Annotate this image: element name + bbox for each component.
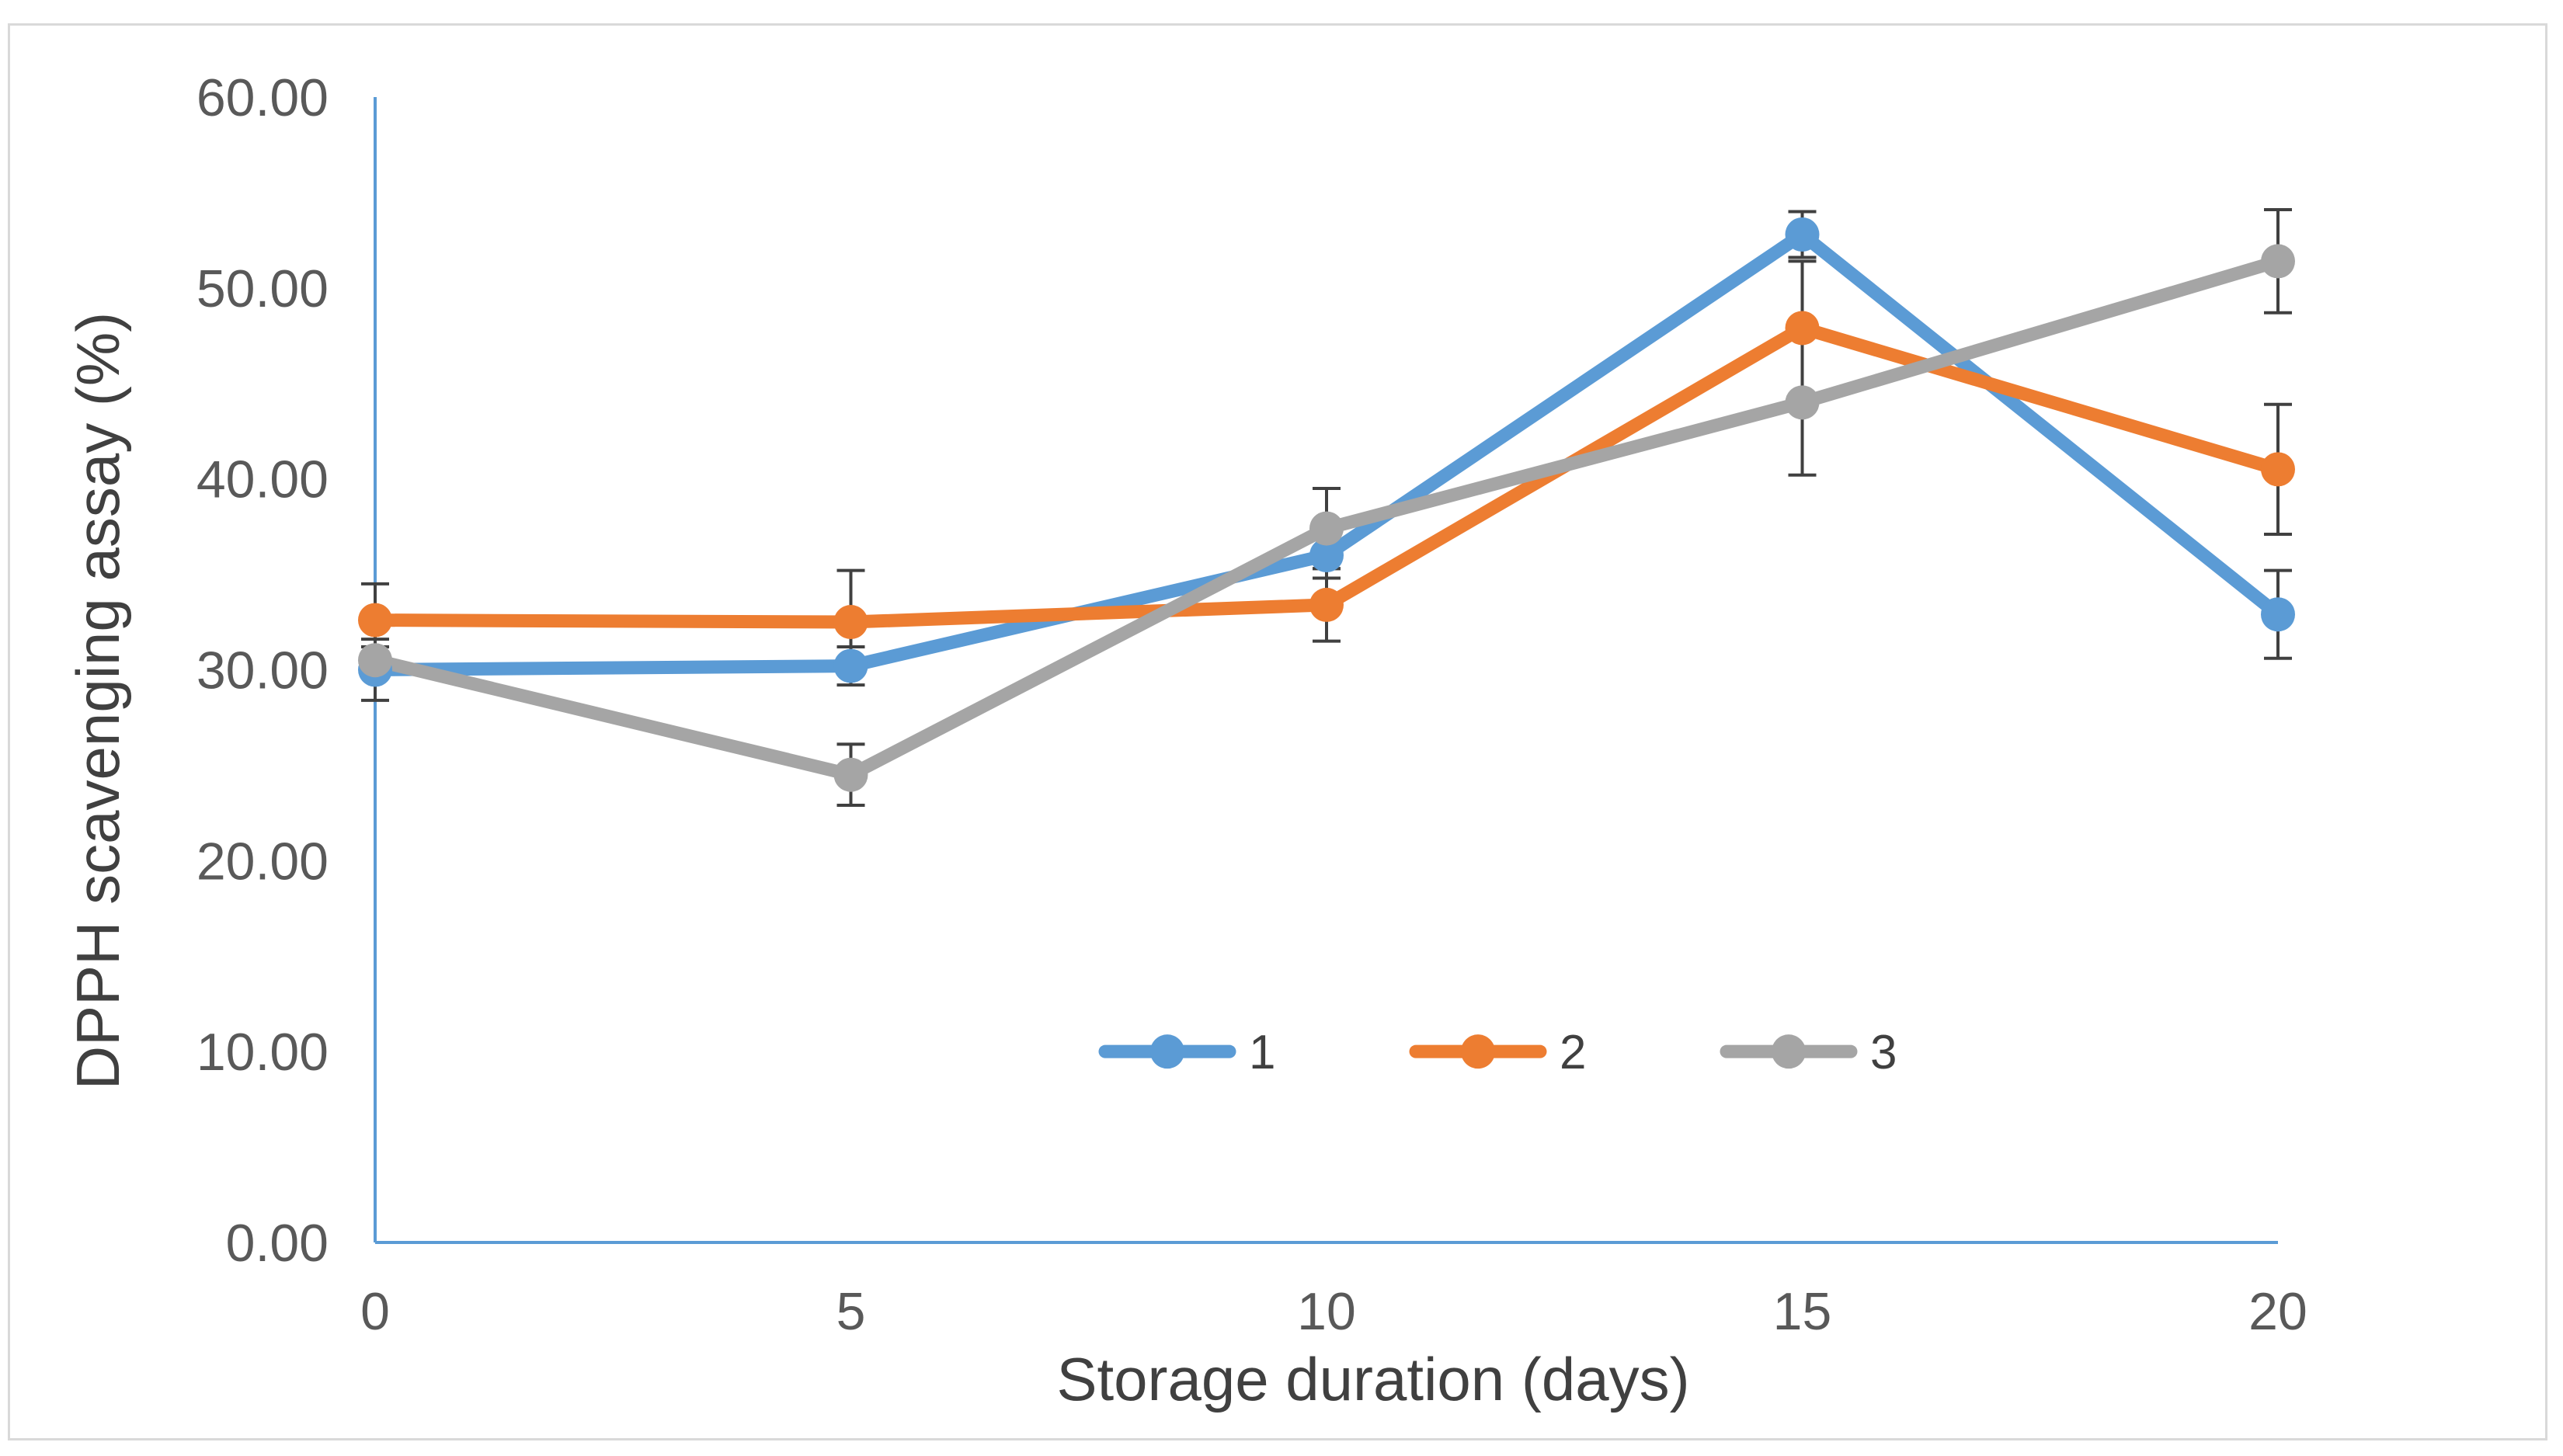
data-point-series-1 [1309,538,1344,572]
x-tick-label: 10 [1297,1282,1356,1341]
x-axis-title: Storage duration (days) [1056,1345,1689,1413]
data-point-series-2 [2261,452,2295,487]
legend-label: 2 [1560,1026,1586,1079]
legend: 1 2 3 [1098,1026,1897,1079]
chart-svg: 0.00 10.00 20.00 30.00 40.00 50.00 60.00 0 5 10 15… [64,68,2307,1413]
y-tick-label: 0.00 [226,1214,329,1273]
data-point-series-1 [833,648,868,683]
data-point-series-2 [1785,311,1820,346]
data-point-series-3 [1785,385,1820,420]
data-point-series-2 [358,603,392,638]
data-point-series-1 [2261,597,2295,632]
axes-group: 0.00 10.00 20.00 30.00 40.00 50.00 60.00 0 5 10 15… [196,68,2307,1341]
data-point-series-3 [833,757,868,792]
chart-frame: 0.00 10.00 20.00 30.00 40.00 50.00 60.00 0 5 10 15… [8,23,2547,1440]
data-point-series-3 [1309,511,1344,546]
y-tick-label: 30.00 [196,641,329,700]
y-axis-title: DPPH scavenging assay (%) [64,312,132,1089]
legend-label: 1 [1249,1026,1275,1079]
x-tick-label: 20 [2248,1282,2307,1341]
data-point-series-3 [2261,244,2295,279]
legend-swatch-marker [1772,1034,1806,1069]
data-point-series-2 [1309,587,1344,622]
y-tick-label: 40.00 [196,450,329,509]
data-point-series-3 [358,643,392,678]
data-points-group [358,217,2295,792]
x-tick-label: 0 [360,1282,390,1341]
data-point-series-2 [833,605,868,640]
legend-swatch-marker [1150,1034,1184,1069]
y-tick-label: 60.00 [196,68,329,127]
y-tick-label: 10.00 [196,1023,329,1082]
data-point-series-1 [1785,217,1820,252]
legend-swatch-marker [1461,1034,1495,1069]
y-tick-label: 50.00 [196,259,329,318]
legend-label: 3 [1870,1026,1897,1079]
x-tick-label: 15 [1773,1282,1832,1341]
x-tick-label: 5 [836,1282,866,1341]
y-tick-label: 20.00 [196,832,329,891]
error-bars-group [361,208,2292,808]
